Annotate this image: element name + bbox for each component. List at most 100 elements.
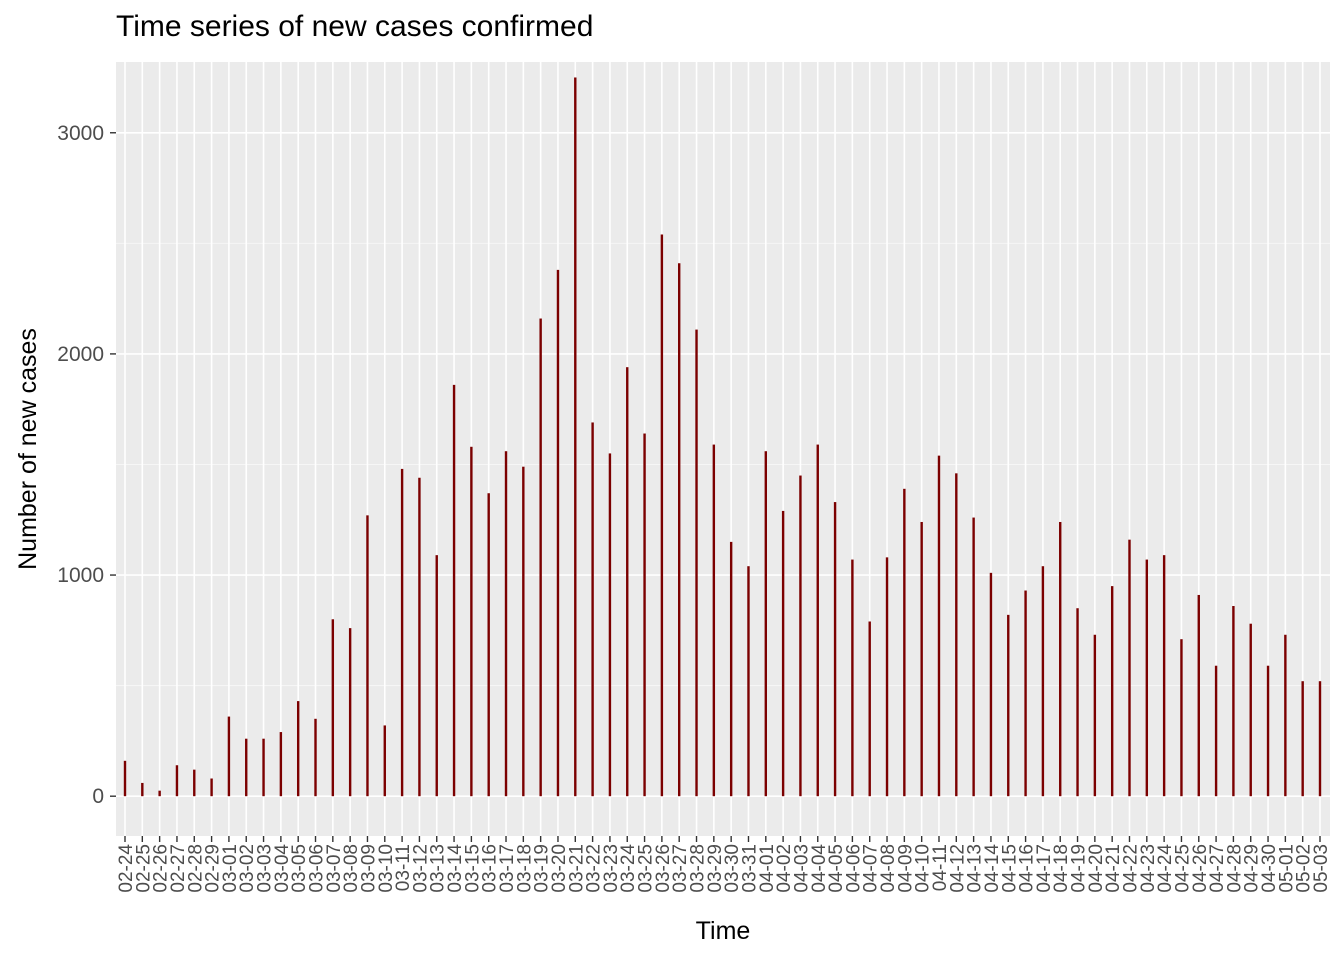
bar-03-06 <box>314 718 317 797</box>
bar-03-19 <box>539 318 542 797</box>
bar-02-26 <box>158 790 161 797</box>
bar-04-10 <box>920 521 923 797</box>
bar-03-26 <box>660 234 664 797</box>
bar-03-18 <box>522 466 525 797</box>
x-axis: 02-2402-2502-2602-2702-2802-2903-0103-02… <box>116 836 1332 893</box>
bar-05-02 <box>1301 681 1304 797</box>
bar-03-20 <box>556 269 560 797</box>
bar-04-17 <box>1041 566 1045 797</box>
bar-03-09 <box>366 515 369 797</box>
bar-03-27 <box>678 263 681 797</box>
x-tick-label: 03-23 <box>601 844 622 893</box>
y-axis-title: Number of new cases <box>14 328 42 570</box>
plot-panel <box>116 62 1330 836</box>
x-tick-label: 04-29 <box>1242 844 1263 893</box>
bar-04-09 <box>903 488 906 797</box>
bar-03-17 <box>504 451 508 797</box>
bar-04-04 <box>816 444 819 797</box>
x-tick-label: 04-08 <box>878 844 899 893</box>
bar-04-22 <box>1128 539 1131 797</box>
x-tick-label: 03-17 <box>497 844 518 893</box>
bar-03-13 <box>435 555 438 797</box>
bar-04-16 <box>1024 590 1027 797</box>
bar-03-30 <box>729 541 733 797</box>
bar-04-24 <box>1162 555 1166 797</box>
bar-03-07 <box>331 619 335 797</box>
x-tick-label: 04-21 <box>1103 844 1124 893</box>
x-tick-label: 05-01 <box>1276 844 1297 893</box>
x-tick-label: 04-24 <box>1155 844 1176 893</box>
bar-03-25 <box>643 433 646 797</box>
x-tick-label: 04-04 <box>809 844 830 893</box>
x-tick-label: 04-25 <box>1172 844 1193 893</box>
x-tick-label: 02-27 <box>168 844 189 893</box>
bar-04-02 <box>781 510 785 797</box>
bar-04-28 <box>1232 606 1235 797</box>
x-tick-label: 03-04 <box>272 844 293 893</box>
x-tick-label: 04-14 <box>982 844 1003 893</box>
bar-03-05 <box>296 701 300 797</box>
x-tick-label: 03-27 <box>670 844 691 893</box>
bar-03-16 <box>487 493 490 797</box>
x-tick-label: 04-17 <box>1034 844 1055 893</box>
x-tick-label: 03-29 <box>705 844 726 893</box>
bar-04-13 <box>972 517 975 797</box>
x-axis-title: Time <box>696 917 751 945</box>
x-tick-label: 04-12 <box>947 844 968 893</box>
bar-04-25 <box>1180 639 1183 797</box>
bar-04-20 <box>1093 634 1097 797</box>
x-tick-label: 04-27 <box>1207 844 1228 893</box>
bar-03-21 <box>574 77 577 797</box>
x-tick-label: 04-07 <box>861 844 882 893</box>
bar-03-12 <box>418 477 421 797</box>
bars <box>123 77 1322 797</box>
bar-04-23 <box>1145 559 1149 797</box>
x-tick-label: 05-02 <box>1294 844 1315 893</box>
bar-04-29 <box>1249 623 1252 797</box>
bar-02-25 <box>141 782 144 797</box>
bar-04-26 <box>1197 594 1200 797</box>
x-tick-label: 03-06 <box>307 844 328 893</box>
bar-03-10 <box>383 725 386 797</box>
y-axis: 0 1000 2000 3000 <box>57 122 116 808</box>
bar-04-14 <box>989 572 993 797</box>
x-tick-label: 02-28 <box>185 844 206 893</box>
bar-02-27 <box>175 765 179 797</box>
x-tick-label: 04-06 <box>843 844 864 893</box>
x-tick-label: 02-25 <box>133 844 154 893</box>
bar-04-03 <box>799 475 802 797</box>
bar-04-11 <box>937 455 941 797</box>
x-tick-label: 04-20 <box>1086 844 1107 893</box>
x-tick-label: 02-24 <box>116 844 137 893</box>
x-tick-label: 03-10 <box>376 844 397 893</box>
x-tick-label: 03-22 <box>584 844 605 893</box>
x-tick-label: 04-26 <box>1190 844 1211 893</box>
y-tick-label: 2000 <box>57 343 104 366</box>
x-tick-label: 04-18 <box>1051 844 1072 893</box>
x-tick-label: 03-14 <box>445 844 466 893</box>
bar-04-19 <box>1076 608 1079 797</box>
bar-03-15 <box>470 446 473 797</box>
x-tick-label: 03-15 <box>462 844 483 893</box>
y-tick-label: 3000 <box>57 122 104 145</box>
bar-04-12 <box>955 473 958 797</box>
bar-04-30 <box>1266 665 1270 797</box>
x-tick-label: 03-21 <box>566 844 587 893</box>
bar-03-22 <box>591 422 594 797</box>
x-tick-label: 04-13 <box>965 844 986 893</box>
bar-03-08 <box>348 628 352 797</box>
x-tick-label: 03-30 <box>722 844 743 893</box>
bar-04-27 <box>1214 665 1218 797</box>
bar-03-04 <box>279 732 283 797</box>
x-tick-label: 04-28 <box>1224 844 1245 893</box>
bar-04-18 <box>1059 521 1062 797</box>
bar-04-07 <box>868 621 871 797</box>
x-tick-label: 03-18 <box>514 844 535 893</box>
x-tick-label: 04-02 <box>774 844 795 893</box>
x-tick-label: 04-11 <box>930 844 951 891</box>
x-tick-label: 03-16 <box>480 844 501 893</box>
bar-02-29 <box>210 778 213 797</box>
bar-02-24 <box>123 760 127 797</box>
bar-03-23 <box>608 453 612 797</box>
